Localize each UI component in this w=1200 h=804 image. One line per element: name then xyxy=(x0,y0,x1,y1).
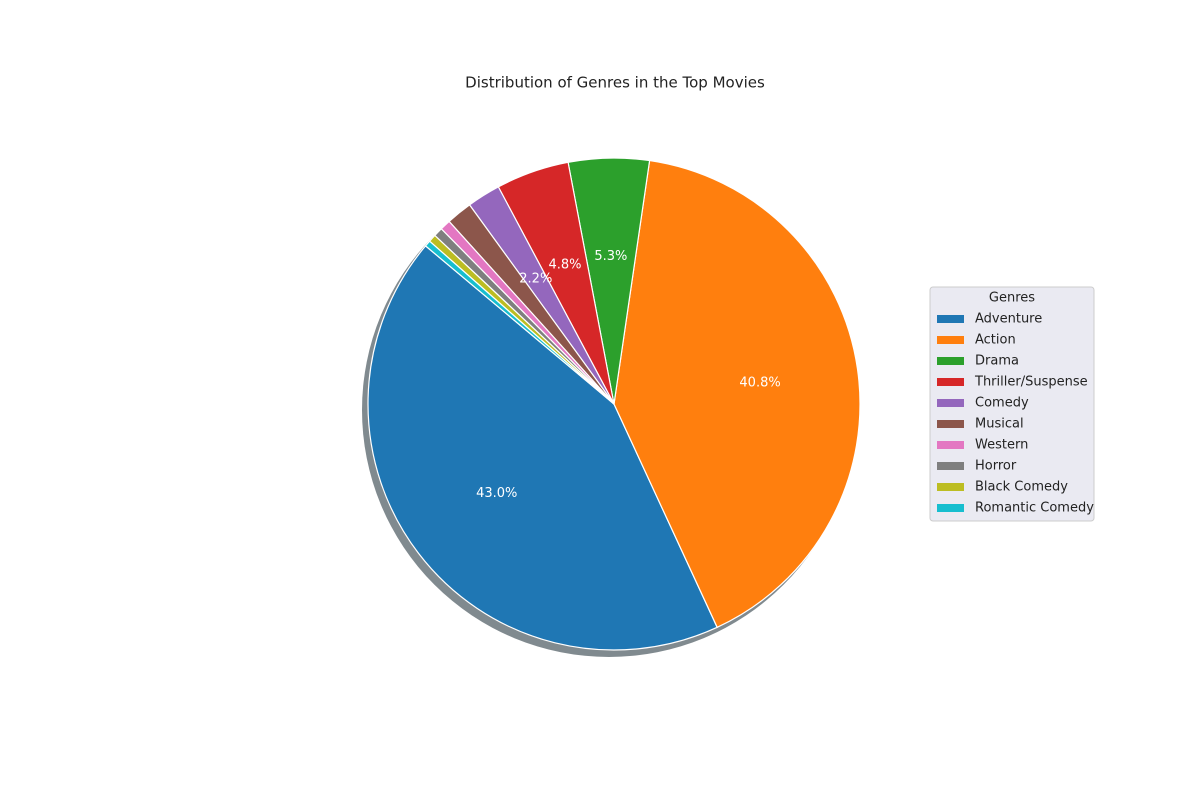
legend: Genres Adventure Action Drama Thriller/Susp… xyxy=(929,286,1095,522)
legend-label: Drama xyxy=(975,354,1019,369)
legend-label: Comedy xyxy=(975,396,1029,411)
slice-label: 5.3% xyxy=(594,249,627,264)
slice-label: 2.2% xyxy=(519,271,552,286)
legend-swatch xyxy=(937,420,964,428)
pie-slice xyxy=(613,159,861,629)
legend-label: Horror xyxy=(975,459,1017,474)
legend-label: Musical xyxy=(975,417,1024,432)
legend-label: Thriller/Suspense xyxy=(974,375,1088,390)
legend-swatch xyxy=(937,378,964,386)
legend-swatch xyxy=(937,399,964,407)
legend-swatch xyxy=(937,336,964,344)
legend-swatch xyxy=(937,357,964,365)
legend-label: Action xyxy=(975,333,1016,348)
chart-title: Distribution of Genres in the Top Movies xyxy=(465,74,765,92)
pie-slice xyxy=(424,240,615,405)
legend-label: Black Comedy xyxy=(975,480,1068,495)
legend-swatch xyxy=(937,504,964,512)
slice-label: 43.0% xyxy=(476,486,517,501)
legend-box xyxy=(929,286,1095,522)
legend-swatch xyxy=(937,315,964,323)
legend-swatch xyxy=(937,483,964,491)
slice-label: 4.8% xyxy=(548,257,581,272)
legend-title: Genres xyxy=(989,291,1035,306)
pie: 43.0% 40.8% 5.3% 4.8%2.2% xyxy=(362,157,861,657)
pie-slice xyxy=(367,245,718,651)
legend-label: Western xyxy=(975,438,1028,453)
legend-label: Adventure xyxy=(975,312,1042,327)
legend-label: Romantic Comedy xyxy=(975,501,1094,516)
legend-swatch xyxy=(937,462,964,470)
legend-swatch xyxy=(937,441,964,449)
slice-label: 40.8% xyxy=(739,375,780,390)
